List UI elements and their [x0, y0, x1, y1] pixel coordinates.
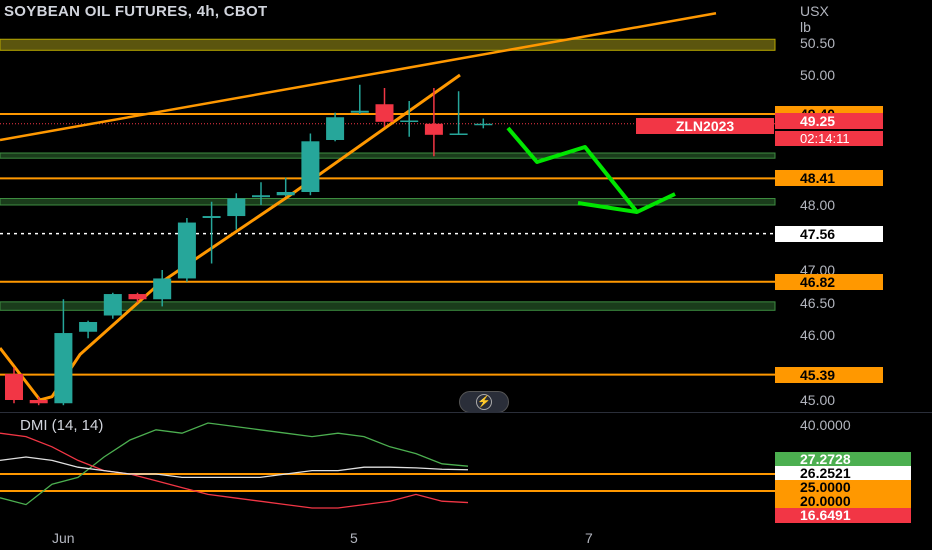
pane-divider: [0, 412, 932, 413]
price-tag: 48.41: [775, 170, 883, 187]
candle-body-9: [227, 198, 246, 217]
candle-body-6: [153, 278, 172, 300]
trendline-channel: [0, 12, 717, 142]
symbol-tag: ZLN2023: [636, 118, 774, 134]
indicator-axis-tick: 40.0000: [800, 417, 851, 433]
zone-2: [0, 198, 776, 206]
price-axis-tick: 50.50: [800, 34, 836, 51]
candle-body-4: [103, 294, 122, 316]
lightning-icon: ⚡: [476, 394, 492, 410]
indicator-tag: 20.0000: [775, 494, 911, 509]
replay-button[interactable]: ⚡: [459, 391, 509, 413]
minus-di-line: [0, 432, 469, 509]
candle-body-12: [301, 141, 320, 192]
x-label-5: 5: [350, 530, 358, 546]
candle-body-5: [128, 294, 147, 300]
candle-body-0: [5, 374, 23, 400]
candle-body-18: [449, 133, 468, 135]
plus-di-line: [0, 422, 469, 506]
price-axis-tick: 46.00: [800, 327, 836, 343]
price-axis-tick: 48.00: [800, 197, 836, 213]
candle-body-10: [252, 195, 270, 198]
candle-body-7: [177, 222, 196, 279]
bar-countdown: 02:14:11: [775, 131, 883, 146]
candle-body-16: [400, 120, 419, 122]
price-axis-tick: 50.00: [800, 67, 836, 83]
zone-3: [0, 301, 776, 311]
candle-body-8: [202, 216, 221, 218]
indicator-tag: 16.6491: [775, 508, 911, 523]
candle-body-17: [424, 123, 443, 135]
price-tag: 49.25: [775, 112, 883, 129]
indicator-tag: 27.2728: [775, 452, 911, 467]
indicator-tag: 25.0000: [775, 480, 911, 495]
price-tag: 47.56: [775, 225, 883, 242]
price-tag: 45.39: [775, 366, 883, 383]
price-tag: 46.82: [775, 273, 883, 290]
candle-body-14: [350, 110, 369, 113]
candle-body-15: [375, 104, 394, 122]
x-label-7: 7: [585, 530, 593, 546]
candle-body-3: [79, 322, 98, 332]
candle-body-1: [29, 400, 48, 404]
price-unit-sub: lb: [800, 19, 811, 35]
projection-arrow: [506, 126, 676, 214]
chart-title: SOYBEAN OIL FUTURES, 4h, CBOT: [4, 3, 268, 20]
candle-body-11: [276, 192, 295, 196]
candle-body-2: [54, 333, 73, 404]
zone-1: [0, 152, 776, 159]
adx-line: [0, 456, 469, 479]
x-label-jun: Jun: [52, 530, 75, 546]
zone-0: [0, 38, 776, 51]
candle-body-13: [326, 117, 345, 140]
candle-body-19: [474, 123, 493, 126]
indicator-label: DMI (14, 14): [20, 417, 104, 434]
indicator-tag: 26.2521: [775, 466, 911, 481]
price-unit: USX: [800, 3, 829, 19]
projection-arrow-head: [577, 201, 638, 214]
price-axis-tick: 46.50: [800, 294, 836, 311]
price-axis-tick: 45.00: [800, 392, 836, 408]
